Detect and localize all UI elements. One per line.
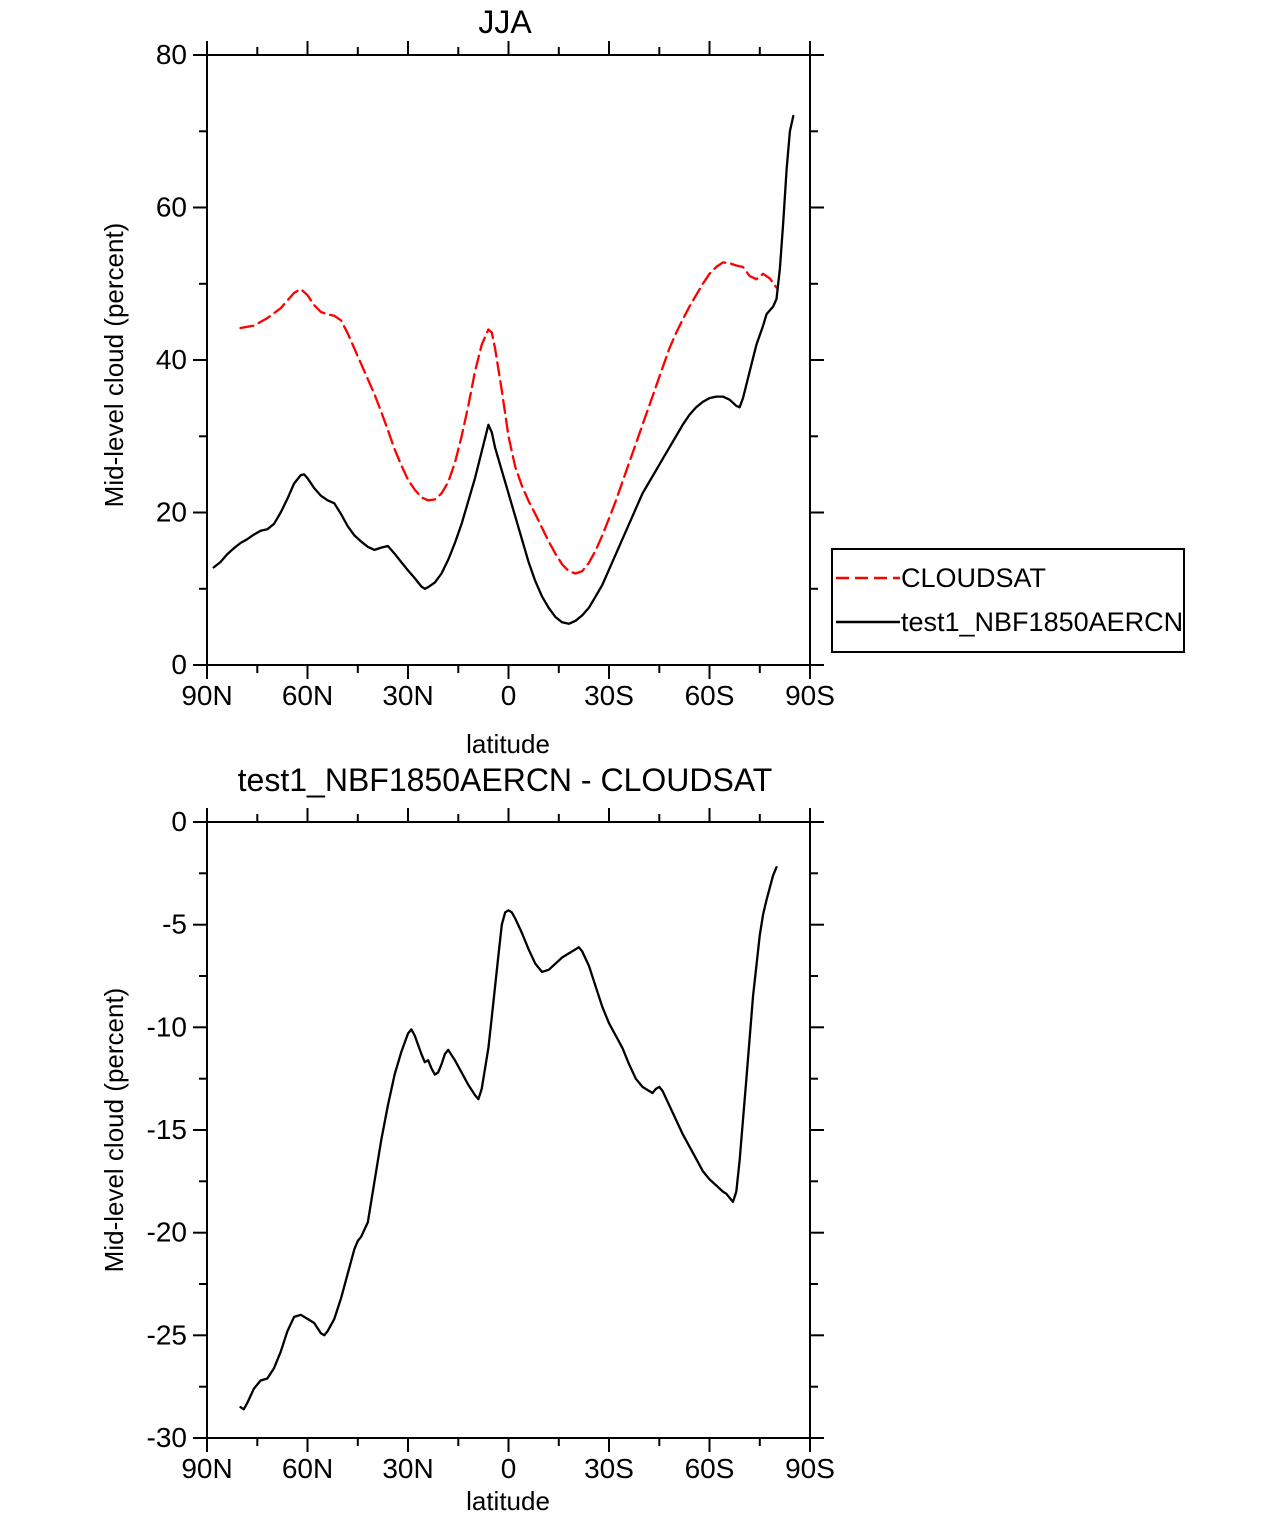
y-tick-label: 80 bbox=[156, 39, 187, 70]
x-tick-label: 30S bbox=[584, 1453, 634, 1484]
y-tick-label: 20 bbox=[156, 497, 187, 528]
x-tick-label: 90S bbox=[785, 1453, 835, 1484]
x-tick-label: 90S bbox=[785, 680, 835, 711]
chart-title-jja: JJA bbox=[478, 4, 532, 40]
chart-difference: test1_NBF1850AERCN - CLOUDSAT Mid-level … bbox=[99, 762, 835, 1516]
x-axis-label: latitude bbox=[466, 729, 550, 759]
y-axis-label: Mid-level cloud (percent) bbox=[99, 223, 129, 508]
series-line-test1-nbf1850aercn bbox=[212, 114, 795, 625]
legend-label-cloudsat: CLOUDSAT bbox=[901, 563, 1046, 593]
data-series-group bbox=[239, 866, 778, 1411]
data-series-group bbox=[212, 114, 795, 625]
x-tick-label: 30S bbox=[584, 680, 634, 711]
x-tick-label: 90N bbox=[181, 1453, 232, 1484]
x-tick-label: 0 bbox=[501, 1453, 517, 1484]
series-line-test1-nbf1850aercn-cloudsat bbox=[239, 866, 778, 1411]
y-tick-label: 40 bbox=[156, 344, 187, 375]
y-tick-label: -5 bbox=[162, 909, 187, 940]
legend-box bbox=[831, 548, 1185, 653]
y-tick-label: -15 bbox=[147, 1114, 187, 1145]
y-tick-label: 0 bbox=[171, 649, 187, 680]
legend: CLOUDSAT test1_NBF1850AERCN bbox=[831, 548, 1185, 653]
x-tick-label: 60S bbox=[685, 1453, 735, 1484]
x-tick-label: 0 bbox=[501, 680, 517, 711]
plot-frame bbox=[206, 54, 811, 666]
axis-ticks: 90N 60N 30N 0 30S 60S 90S 0 -5 -10 -15 -20 -25 -30 bbox=[147, 806, 835, 1484]
x-tick-label: 60N bbox=[282, 1453, 333, 1484]
legend-label-test1: test1_NBF1850AERCN bbox=[901, 607, 1183, 637]
y-tick-label: -20 bbox=[147, 1217, 187, 1248]
x-tick-label: 90N bbox=[181, 680, 232, 711]
x-tick-label: 30N bbox=[382, 1453, 433, 1484]
chart-title-difference: test1_NBF1850AERCN - CLOUDSAT bbox=[238, 762, 773, 798]
chart-jja: JJA Mid-level cloud (percent) 90N 60N 30N 0… bbox=[99, 4, 1185, 759]
plot-frame bbox=[206, 821, 811, 1439]
y-axis-label: Mid-level cloud (percent) bbox=[99, 988, 129, 1273]
y-tick-label: -30 bbox=[147, 1422, 187, 1453]
y-tick-label: 60 bbox=[156, 192, 187, 223]
x-axis-label: latitude bbox=[466, 1486, 550, 1516]
x-tick-label: 60N bbox=[282, 680, 333, 711]
x-tick-label: 30N bbox=[382, 680, 433, 711]
y-tick-label: -25 bbox=[147, 1319, 187, 1350]
series-line-cloudsat bbox=[239, 261, 778, 575]
y-tick-label: -10 bbox=[147, 1011, 187, 1042]
axis-ticks: 90N 60N 30N 0 30S 60S 90S 0 20 40 60 80 bbox=[156, 39, 835, 711]
x-tick-label: 60S bbox=[685, 680, 735, 711]
y-tick-label: 0 bbox=[171, 806, 187, 837]
